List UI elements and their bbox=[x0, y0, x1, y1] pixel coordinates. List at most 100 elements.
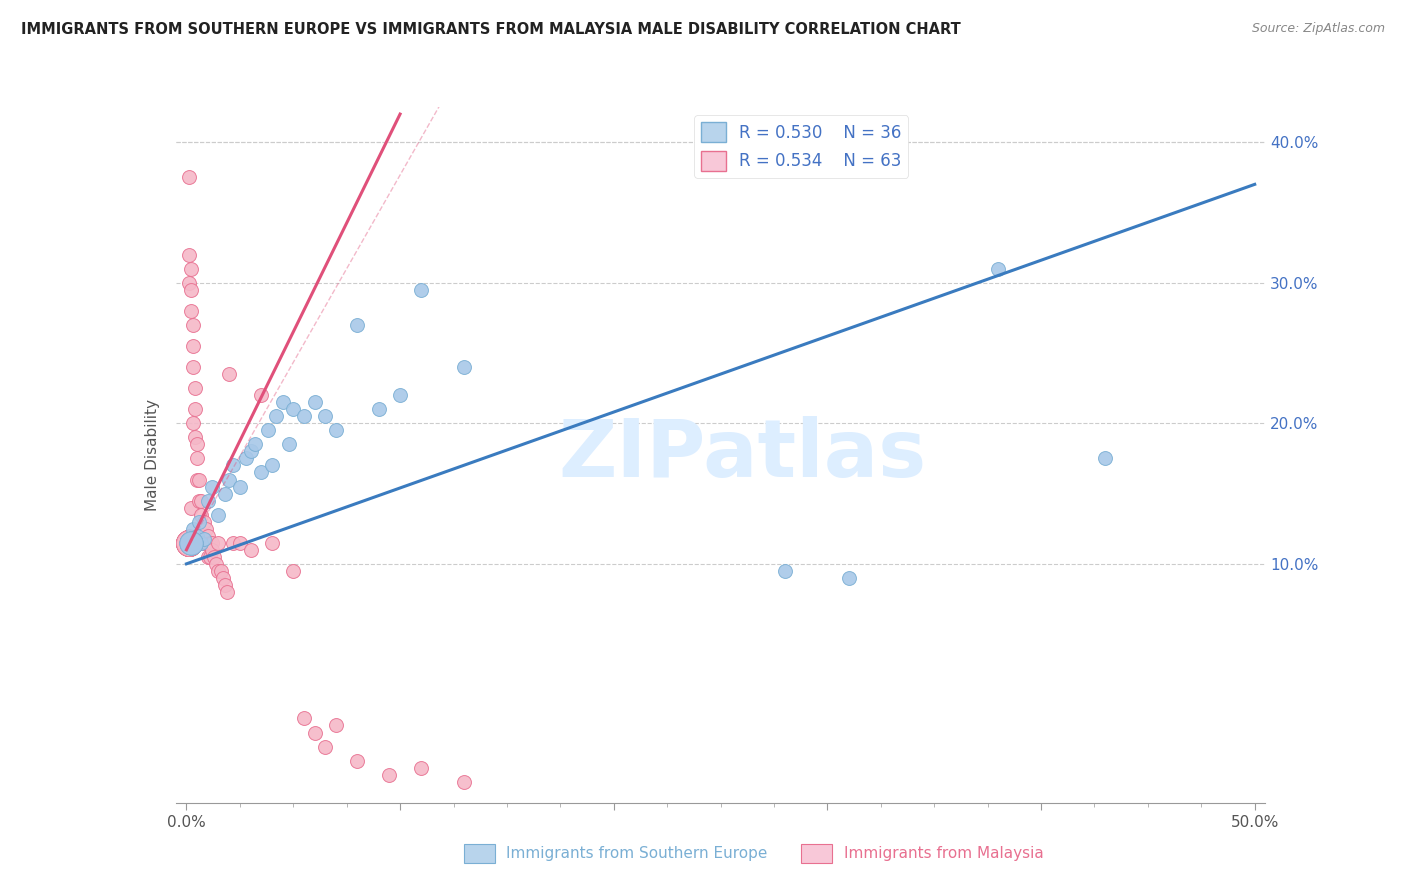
Point bbox=[177, 276, 200, 290]
Point bbox=[184, 535, 207, 549]
Point bbox=[177, 170, 200, 185]
Point bbox=[180, 283, 202, 297]
Point bbox=[188, 515, 211, 529]
Point bbox=[177, 529, 200, 543]
Point bbox=[256, 423, 278, 437]
Point bbox=[186, 437, 208, 451]
Point bbox=[180, 535, 202, 549]
Point bbox=[194, 535, 217, 549]
Point bbox=[207, 564, 229, 578]
Point bbox=[838, 571, 860, 585]
Point bbox=[177, 535, 200, 549]
Point bbox=[194, 522, 217, 536]
Point bbox=[177, 535, 200, 549]
Point bbox=[325, 423, 347, 437]
Point bbox=[314, 739, 336, 754]
Point bbox=[177, 535, 200, 549]
Point bbox=[177, 535, 200, 549]
Point bbox=[190, 493, 212, 508]
Point bbox=[214, 486, 236, 500]
Point bbox=[188, 473, 211, 487]
Point bbox=[197, 535, 219, 549]
Point bbox=[180, 535, 202, 549]
Point bbox=[177, 535, 200, 549]
Point bbox=[180, 535, 202, 549]
Point bbox=[260, 535, 283, 549]
Point bbox=[264, 409, 287, 424]
Point bbox=[346, 318, 368, 332]
Point bbox=[453, 360, 475, 375]
Bar bbox=[464, 844, 495, 863]
Text: Immigrants from Malaysia: Immigrants from Malaysia bbox=[844, 847, 1043, 861]
Point bbox=[201, 542, 224, 557]
Point bbox=[177, 535, 200, 549]
Point bbox=[214, 578, 236, 592]
Point bbox=[218, 367, 240, 381]
Point bbox=[201, 535, 224, 549]
Text: Immigrants from Southern Europe: Immigrants from Southern Europe bbox=[506, 847, 768, 861]
Point bbox=[181, 522, 204, 536]
Point bbox=[186, 451, 208, 466]
Point bbox=[186, 529, 208, 543]
Point bbox=[453, 774, 475, 789]
Point bbox=[188, 493, 211, 508]
Point bbox=[1094, 451, 1116, 466]
Y-axis label: Male Disability: Male Disability bbox=[145, 399, 160, 511]
Point bbox=[177, 247, 200, 261]
Point bbox=[411, 283, 433, 297]
Point bbox=[229, 479, 252, 493]
Point bbox=[773, 564, 796, 578]
Point bbox=[180, 535, 202, 549]
Point bbox=[181, 339, 204, 353]
Point bbox=[184, 430, 207, 444]
Point bbox=[292, 711, 315, 725]
Point bbox=[180, 500, 202, 515]
Point bbox=[222, 535, 245, 549]
Point bbox=[283, 402, 305, 417]
Point bbox=[186, 535, 208, 549]
Point bbox=[180, 261, 202, 276]
Point bbox=[205, 557, 228, 571]
Point bbox=[190, 508, 212, 522]
Point bbox=[271, 395, 294, 409]
Point bbox=[193, 535, 215, 549]
Point bbox=[177, 535, 200, 549]
Point bbox=[180, 535, 202, 549]
Point bbox=[190, 535, 212, 549]
Point bbox=[184, 402, 207, 417]
Point bbox=[180, 535, 202, 549]
Point bbox=[346, 754, 368, 768]
Point bbox=[229, 535, 252, 549]
Point bbox=[207, 508, 229, 522]
Point bbox=[181, 360, 204, 375]
Point bbox=[215, 585, 238, 599]
Point bbox=[181, 417, 204, 431]
Point bbox=[250, 388, 273, 402]
Point bbox=[184, 381, 207, 395]
Point bbox=[209, 564, 232, 578]
Point bbox=[190, 535, 212, 549]
Point bbox=[180, 535, 202, 549]
Point bbox=[197, 549, 219, 564]
Point bbox=[378, 767, 401, 781]
Point bbox=[243, 437, 266, 451]
Point bbox=[181, 318, 204, 332]
Point bbox=[180, 303, 202, 318]
Point bbox=[180, 535, 202, 549]
Legend: R = 0.530    N = 36, R = 0.534    N = 63: R = 0.530 N = 36, R = 0.534 N = 63 bbox=[695, 115, 908, 178]
Point bbox=[197, 529, 219, 543]
Point bbox=[177, 535, 200, 549]
Point bbox=[193, 532, 215, 546]
Point bbox=[180, 535, 202, 549]
Point bbox=[239, 542, 262, 557]
Point bbox=[314, 409, 336, 424]
Point bbox=[186, 473, 208, 487]
Point bbox=[188, 535, 211, 549]
Text: Source: ZipAtlas.com: Source: ZipAtlas.com bbox=[1251, 22, 1385, 36]
Point bbox=[197, 493, 219, 508]
Point bbox=[177, 535, 200, 549]
Point bbox=[177, 535, 200, 549]
Point bbox=[207, 535, 229, 549]
Point bbox=[177, 535, 200, 549]
Text: IMMIGRANTS FROM SOUTHERN EUROPE VS IMMIGRANTS FROM MALAYSIA MALE DISABILITY CORR: IMMIGRANTS FROM SOUTHERN EUROPE VS IMMIG… bbox=[21, 22, 960, 37]
